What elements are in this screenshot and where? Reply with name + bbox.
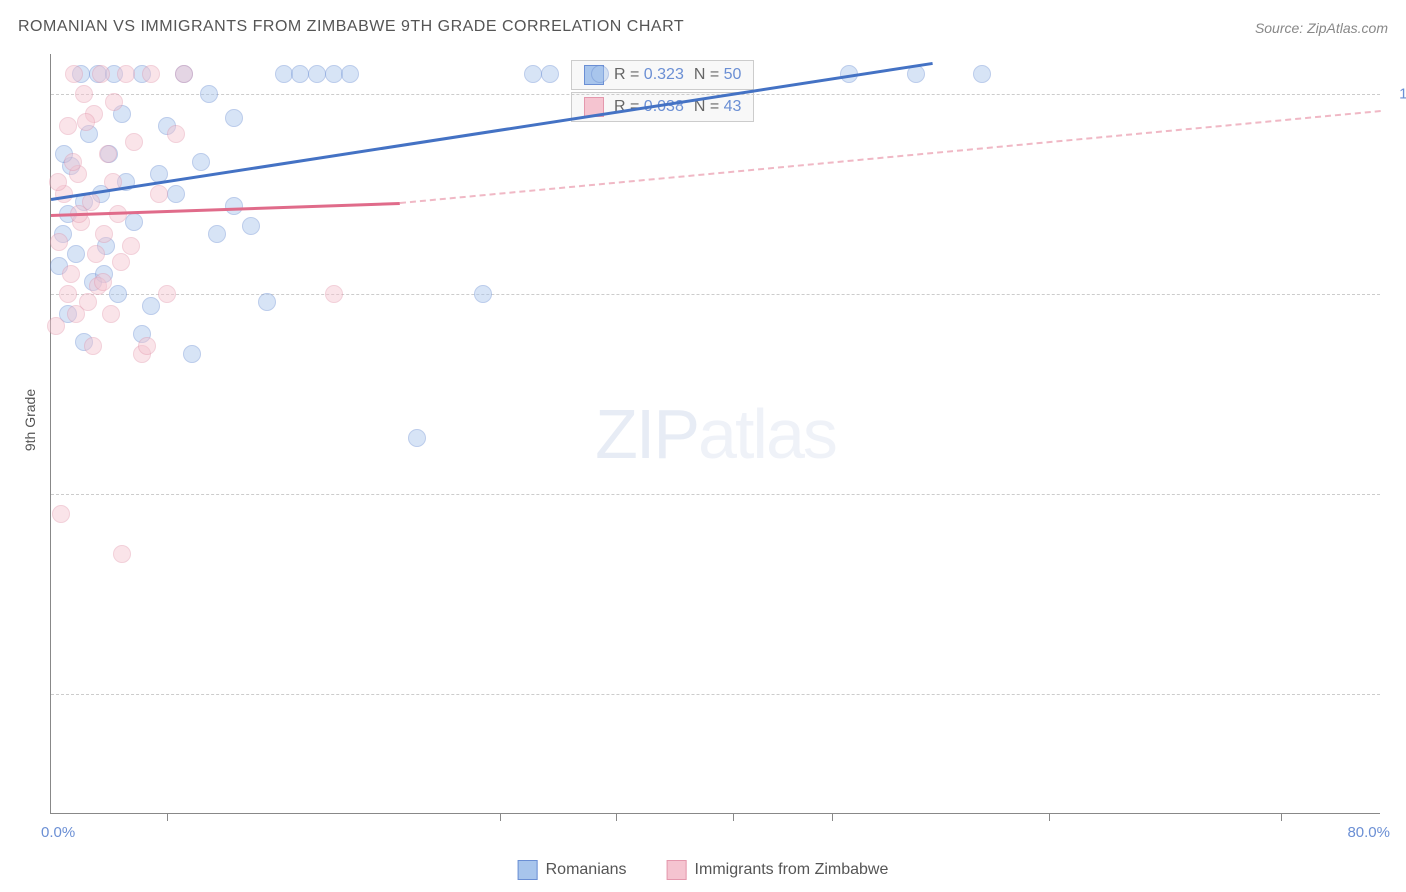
data-point bbox=[87, 245, 105, 263]
watermark-bold: ZIP bbox=[595, 395, 698, 473]
data-point bbox=[65, 65, 83, 83]
legend-label-1: Immigrants from Zimbabwe bbox=[695, 861, 889, 879]
data-point bbox=[341, 65, 359, 83]
data-point bbox=[225, 109, 243, 127]
data-point bbox=[94, 273, 112, 291]
data-point bbox=[109, 285, 127, 303]
data-point bbox=[474, 285, 492, 303]
data-point bbox=[225, 197, 243, 215]
data-point bbox=[99, 145, 117, 163]
data-point bbox=[67, 305, 85, 323]
xtick-min: 0.0% bbox=[41, 824, 75, 841]
data-point bbox=[242, 217, 260, 235]
data-point bbox=[105, 93, 123, 111]
data-point bbox=[52, 505, 70, 523]
gridline-h bbox=[51, 694, 1380, 695]
gridline-h bbox=[51, 494, 1380, 495]
xtick-mark bbox=[616, 813, 617, 821]
xtick-max: 80.0% bbox=[1347, 824, 1390, 841]
legend-item-0: Romanians bbox=[518, 860, 627, 880]
legend-label-0: Romanians bbox=[546, 861, 627, 879]
data-point bbox=[117, 65, 135, 83]
data-point bbox=[125, 133, 143, 151]
watermark-light: atlas bbox=[698, 395, 836, 473]
ytick-label: 90.0% bbox=[1390, 486, 1406, 503]
data-point bbox=[408, 429, 426, 447]
stats-box-series-1: R = 0.038 N = 43 bbox=[571, 92, 754, 122]
data-point bbox=[275, 65, 293, 83]
data-point bbox=[77, 113, 95, 131]
legend: Romanians Immigrants from Zimbabwe bbox=[518, 860, 889, 880]
trend-line bbox=[400, 110, 1381, 204]
data-point bbox=[64, 153, 82, 171]
data-point bbox=[113, 545, 131, 563]
data-point bbox=[62, 265, 80, 283]
xtick-mark bbox=[167, 813, 168, 821]
data-point bbox=[208, 225, 226, 243]
xtick-mark bbox=[733, 813, 734, 821]
data-point bbox=[95, 225, 113, 243]
data-point bbox=[192, 153, 210, 171]
data-point bbox=[158, 285, 176, 303]
stats-n-label: N = 43 bbox=[694, 98, 742, 116]
yaxis-label: 9th Grade bbox=[22, 389, 38, 451]
plot-area: ZIPatlas 0.0% 80.0% R = 0.323 N = 50 R =… bbox=[50, 54, 1380, 814]
data-point bbox=[50, 233, 68, 251]
data-point bbox=[142, 297, 160, 315]
data-point bbox=[92, 65, 110, 83]
data-point bbox=[122, 237, 140, 255]
chart-title: ROMANIAN VS IMMIGRANTS FROM ZIMBABWE 9TH… bbox=[18, 18, 684, 36]
xtick-mark bbox=[500, 813, 501, 821]
data-point bbox=[142, 65, 160, 83]
stats-n-label: N = 50 bbox=[694, 66, 742, 84]
watermark: ZIPatlas bbox=[595, 394, 836, 474]
data-point bbox=[325, 285, 343, 303]
data-point bbox=[112, 253, 130, 271]
data-point bbox=[75, 85, 93, 103]
data-point bbox=[125, 213, 143, 231]
data-point bbox=[167, 125, 185, 143]
data-point bbox=[47, 317, 65, 335]
ytick-label: 85.0% bbox=[1390, 686, 1406, 703]
data-point bbox=[138, 337, 156, 355]
data-point bbox=[59, 117, 77, 135]
data-point bbox=[175, 65, 193, 83]
xtick-mark bbox=[1281, 813, 1282, 821]
data-point bbox=[308, 65, 326, 83]
data-point bbox=[49, 173, 67, 191]
data-point bbox=[291, 65, 309, 83]
xtick-mark bbox=[1049, 813, 1050, 821]
xtick-mark bbox=[832, 813, 833, 821]
stats-r-label: R = 0.323 bbox=[614, 66, 684, 84]
data-point bbox=[541, 65, 559, 83]
data-point bbox=[167, 185, 185, 203]
data-point bbox=[200, 85, 218, 103]
data-point bbox=[591, 65, 609, 83]
data-point bbox=[59, 285, 77, 303]
data-point bbox=[102, 305, 120, 323]
legend-item-1: Immigrants from Zimbabwe bbox=[667, 860, 889, 880]
data-point bbox=[973, 65, 991, 83]
data-point bbox=[183, 345, 201, 363]
legend-swatch-1 bbox=[667, 860, 687, 880]
source-label: Source: ZipAtlas.com bbox=[1255, 20, 1388, 36]
data-point bbox=[524, 65, 542, 83]
data-point bbox=[325, 65, 343, 83]
data-point bbox=[84, 337, 102, 355]
data-point bbox=[258, 293, 276, 311]
ytick-label: 95.0% bbox=[1390, 286, 1406, 303]
ytick-label: 100.0% bbox=[1390, 86, 1406, 103]
data-point bbox=[150, 185, 168, 203]
gridline-h bbox=[51, 294, 1380, 295]
legend-swatch-0 bbox=[518, 860, 538, 880]
data-point bbox=[67, 245, 85, 263]
